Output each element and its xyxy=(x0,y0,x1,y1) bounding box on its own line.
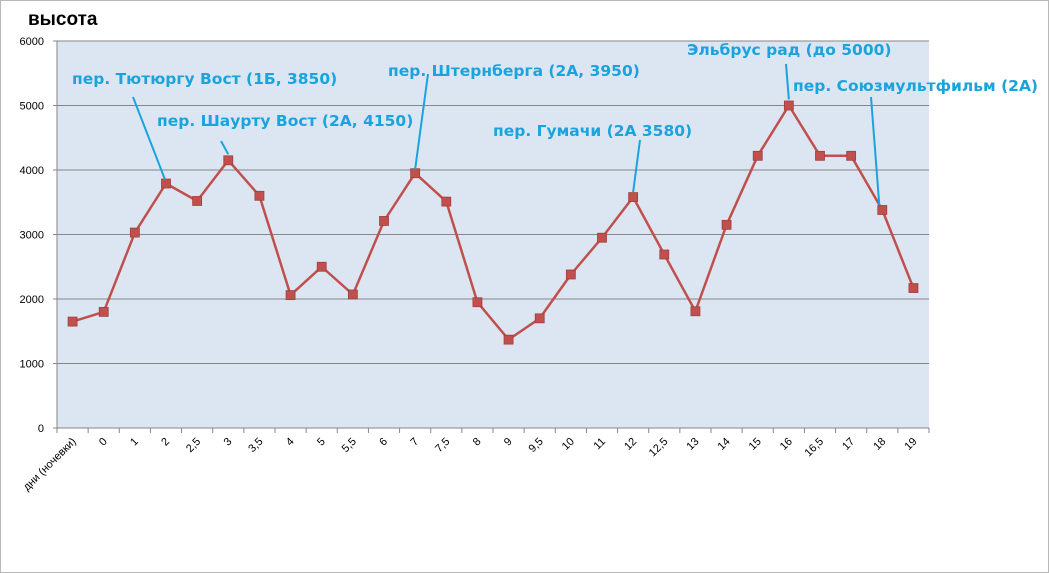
x-tick-label: дни (ночевки) xyxy=(21,436,79,494)
x-tick-label: 4 xyxy=(284,436,297,449)
data-point xyxy=(908,283,919,293)
x-tick-label: 16,5 xyxy=(802,436,826,460)
x-tick-label: 0 xyxy=(97,436,110,449)
data-point xyxy=(192,196,203,206)
data-point xyxy=(472,297,483,308)
x-tick-label: 17 xyxy=(840,436,857,453)
annotation-leader xyxy=(220,140,230,155)
annotation-label: пер. Шаурту Вост (2А, 4150) xyxy=(157,112,413,130)
annotation-label: пер. Гумачи (2А 3580) xyxy=(493,122,692,140)
chart-title: высота xyxy=(28,9,98,30)
data-point xyxy=(161,178,171,189)
data-point xyxy=(223,155,234,166)
data-point xyxy=(534,313,545,324)
data-point xyxy=(410,168,421,179)
data-point xyxy=(98,306,109,317)
data-point xyxy=(877,205,888,215)
x-tick-label: 3,5 xyxy=(246,436,265,455)
data-point xyxy=(129,227,140,238)
data-point xyxy=(254,190,265,201)
x-tick-label: 8 xyxy=(471,436,484,449)
annotation-leader xyxy=(132,96,166,180)
data-point xyxy=(503,334,514,345)
y-tick-label: 3000 xyxy=(20,230,44,242)
y-tick-label: 6000 xyxy=(20,36,44,48)
annotation-label: Эльбрус рад (до 5000) xyxy=(687,41,891,59)
x-tick-label: 9,5 xyxy=(527,436,546,455)
annotation-label: пер. Тютюргу Вост (1Б, 3850) xyxy=(72,70,337,88)
y-tick-label: 1000 xyxy=(20,359,44,371)
y-tick-label: 4000 xyxy=(20,165,44,177)
data-point xyxy=(441,196,452,207)
x-tick-label: 12 xyxy=(622,436,639,453)
data-point xyxy=(316,261,327,272)
x-tick-label: 3 xyxy=(222,436,235,449)
x-tick-label: 5 xyxy=(315,436,328,449)
x-tick-label: 2,5 xyxy=(184,436,203,455)
x-tick-label: 15 xyxy=(747,436,764,453)
data-point xyxy=(690,306,701,317)
x-tick-label: 13 xyxy=(684,436,701,453)
x-tick-label: 2 xyxy=(159,436,172,449)
data-point xyxy=(67,316,78,327)
annotation-leader xyxy=(632,139,641,193)
x-tick-label: 14 xyxy=(716,436,733,453)
x-tick-label: 5,5 xyxy=(340,436,359,455)
data-point xyxy=(628,192,639,202)
x-tick-label: 12,5 xyxy=(647,436,671,460)
x-tick-label: 19 xyxy=(902,436,919,453)
annotation-label: пер. Союзмультфильм (2А) xyxy=(793,77,1038,95)
annotation-leader xyxy=(870,96,881,206)
data-point xyxy=(815,150,825,161)
annotation-leader xyxy=(414,73,429,170)
data-point xyxy=(783,100,794,111)
data-point xyxy=(752,150,763,161)
x-tick-label: 6 xyxy=(377,436,390,449)
x-tick-label: 7 xyxy=(408,436,421,449)
y-tick-label: 0 xyxy=(38,423,44,435)
x-tick-label: 1 xyxy=(128,436,141,449)
data-point xyxy=(565,269,576,280)
y-tick-label: 5000 xyxy=(20,101,44,113)
annotation-leader xyxy=(785,63,790,100)
x-tick-label: 18 xyxy=(871,436,888,453)
data-point xyxy=(721,219,732,230)
data-point xyxy=(347,289,358,300)
x-tick-label: 11 xyxy=(592,436,609,453)
data-point xyxy=(285,290,296,301)
data-point xyxy=(379,216,389,226)
series-line xyxy=(72,104,915,341)
data-point xyxy=(659,249,670,260)
annotation-label: пер. Штернберга (2А, 3950) xyxy=(388,62,640,80)
data-point xyxy=(846,150,857,161)
x-tick-label: 7,5 xyxy=(433,436,452,455)
x-tick-label: 9 xyxy=(502,436,515,449)
data-point xyxy=(597,232,607,243)
x-tick-label: 16 xyxy=(778,436,795,453)
x-tick-label: 10 xyxy=(560,436,577,453)
y-tick-label: 2000 xyxy=(20,294,44,306)
